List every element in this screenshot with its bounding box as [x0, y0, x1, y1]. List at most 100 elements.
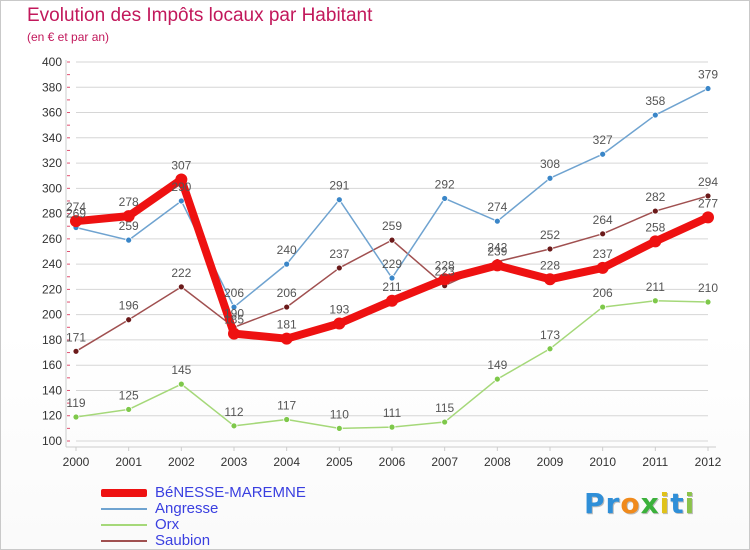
data-point [283, 303, 291, 311]
y-tick-label: 100 [42, 434, 62, 448]
legend-label: Angresse [155, 500, 219, 517]
data-point [704, 192, 712, 200]
data-label: 110 [330, 407, 349, 421]
y-tick-label: 320 [42, 156, 62, 170]
data-label: 210 [698, 281, 718, 295]
data-point [283, 260, 291, 268]
data-label: 358 [645, 94, 665, 108]
x-tick-label: 2009 [537, 455, 564, 469]
data-point [125, 406, 133, 413]
data-label: 181 [277, 318, 297, 332]
legend-item-orx: Orx [101, 516, 361, 533]
data-label: 145 [171, 363, 191, 377]
data-label: 258 [645, 220, 665, 234]
data-label: 119 [66, 396, 85, 410]
data-point [230, 422, 238, 430]
data-point [230, 303, 238, 311]
data-point [546, 245, 554, 253]
legend: BéNESSE-MAREMNE Angresse Orx Saubion [101, 484, 361, 549]
data-label: 290 [171, 180, 191, 194]
data-label: 196 [119, 299, 139, 313]
x-tick-label: 2012 [695, 455, 722, 469]
data-point [546, 345, 554, 353]
chart-title: Evolution des Impôts locaux par Habitant [27, 5, 373, 26]
data-label: 206 [277, 286, 297, 300]
data-label: 294 [698, 175, 718, 189]
x-tick-label: 2001 [115, 455, 142, 469]
legend-item-saubion: Saubion [101, 532, 361, 549]
data-label: 229 [382, 257, 402, 271]
x-tick-label: 2011 [642, 455, 668, 469]
data-label: 206 [593, 286, 613, 300]
data-label: 259 [119, 219, 139, 233]
y-tick-label: 240 [42, 257, 62, 271]
data-label: 117 [277, 399, 296, 413]
data-point [651, 297, 659, 305]
data-point [493, 217, 501, 225]
data-point [122, 210, 135, 223]
data-label: 125 [119, 388, 139, 402]
data-point [651, 111, 659, 119]
legend-item-benesse-maremne: BéNESSE-MAREMNE [101, 484, 361, 501]
data-label: 228 [540, 258, 560, 272]
legend-swatch [101, 540, 147, 542]
chart-subtitle: (en € et par an) [27, 30, 110, 44]
y-tick-label: 260 [42, 232, 62, 246]
data-label: 278 [119, 195, 139, 209]
data-label: 239 [487, 244, 507, 258]
legend-swatch [101, 524, 147, 526]
x-tick-label: 2010 [589, 455, 616, 469]
data-label: 259 [382, 219, 402, 233]
y-tick-label: 340 [42, 131, 62, 145]
data-point [438, 273, 451, 286]
data-label: 211 [646, 280, 665, 294]
y-tick-label: 380 [42, 80, 62, 94]
data-point [125, 236, 133, 244]
data-point [177, 197, 185, 205]
data-point [386, 294, 398, 307]
data-label: 274 [66, 200, 86, 214]
data-label: 269 [66, 206, 86, 220]
y-tick-label: 400 [42, 55, 62, 69]
data-point [441, 195, 449, 202]
data-point [649, 235, 662, 248]
data-point [599, 303, 607, 311]
data-label: 193 [329, 303, 349, 317]
data-point [596, 261, 609, 274]
data-point [702, 211, 714, 224]
data-point [335, 196, 343, 204]
data-label: 274 [487, 200, 507, 214]
data-point [546, 174, 554, 182]
data-label: 223 [435, 265, 455, 279]
x-tick-label: 2004 [273, 455, 300, 469]
data-point [333, 317, 346, 330]
data-point [177, 380, 185, 388]
data-point [491, 259, 504, 272]
data-point [493, 375, 501, 383]
proxiti-logo: Proxiti [584, 487, 696, 520]
data-label: 327 [593, 133, 613, 147]
data-point [388, 423, 396, 431]
data-label: 308 [540, 157, 560, 171]
legend-label: Orx [155, 516, 180, 533]
data-label: 111 [383, 406, 402, 420]
data-label: 222 [171, 266, 191, 280]
legend-label: Saubion [155, 532, 211, 549]
data-point [651, 207, 659, 215]
y-tick-label: 220 [42, 282, 62, 296]
x-tick-label: 2000 [63, 455, 90, 469]
data-label: 237 [329, 247, 349, 261]
data-point [441, 418, 449, 426]
data-point [70, 215, 82, 228]
data-label: 252 [540, 228, 560, 242]
data-label: 173 [540, 328, 560, 342]
y-tick-label: 360 [42, 106, 62, 120]
data-point [335, 264, 343, 272]
legend-item-angresse: Angresse [101, 500, 361, 517]
x-tick-label: 2006 [379, 455, 406, 469]
data-label: 115 [435, 401, 454, 415]
data-label: 211 [382, 280, 401, 294]
data-label: 379 [698, 68, 718, 82]
